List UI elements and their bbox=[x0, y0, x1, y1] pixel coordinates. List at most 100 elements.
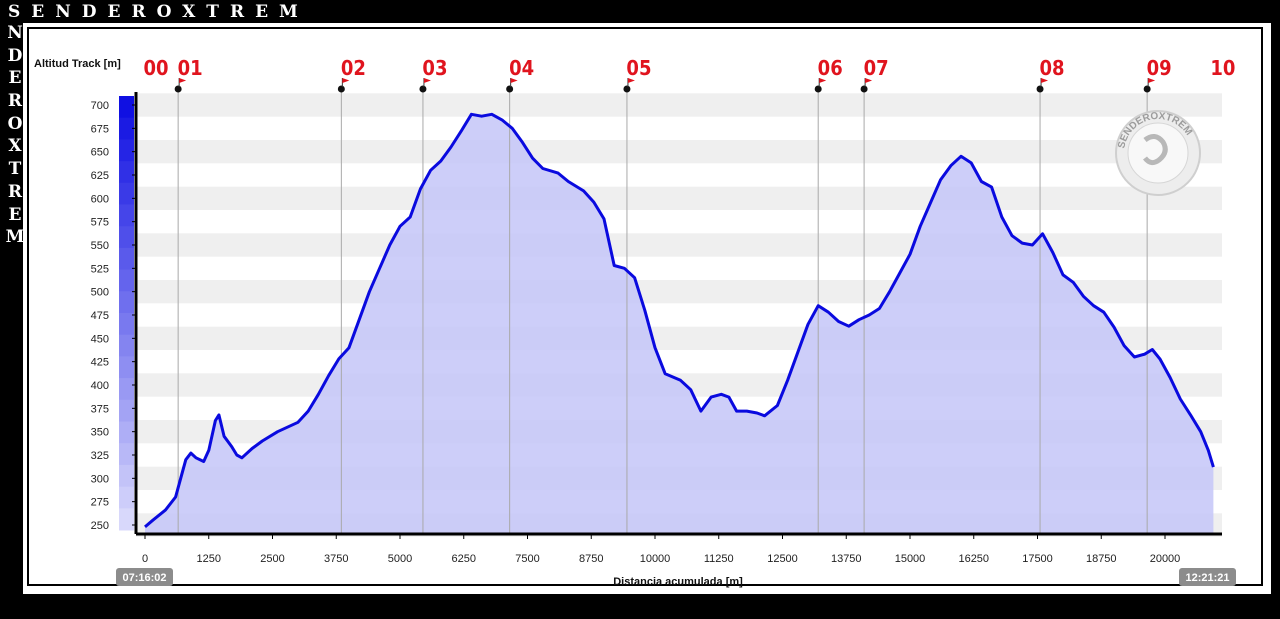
elevation-line bbox=[144, 112, 1215, 529]
x-tick-label: 7500 bbox=[515, 553, 539, 565]
waypoint-label: 08 bbox=[1040, 56, 1065, 80]
x-tick-label: 16250 bbox=[958, 553, 989, 565]
x-tick-label: 8750 bbox=[579, 553, 603, 565]
x-tick-label: 11250 bbox=[704, 553, 734, 565]
brand-letter: E bbox=[8, 204, 22, 225]
colorbar-segment bbox=[119, 269, 134, 292]
y-tick-label: 450 bbox=[91, 333, 109, 345]
y-tick-label: 275 bbox=[91, 497, 109, 509]
waypoint-label: 09 bbox=[1147, 56, 1172, 80]
waypoint-label: 05 bbox=[626, 56, 651, 80]
waypoint-dot bbox=[623, 85, 631, 93]
y-tick-label: 300 bbox=[91, 473, 109, 485]
waypoint-label: 02 bbox=[341, 56, 366, 80]
flag-icon bbox=[819, 78, 827, 83]
y-tick-label: 500 bbox=[91, 287, 109, 299]
waypoint-lines bbox=[177, 89, 1148, 534]
y-tick-label: 625 bbox=[91, 170, 109, 182]
start-time: 07:16:02 bbox=[122, 572, 166, 584]
brand-letter: R bbox=[7, 91, 23, 112]
brand-letter: M bbox=[5, 227, 25, 248]
altitude-colorbar bbox=[119, 96, 134, 531]
colorbar-segment bbox=[119, 464, 134, 488]
y-tick-label: 425 bbox=[91, 357, 109, 369]
waypoint-dot bbox=[1036, 85, 1044, 93]
waypoint-dot bbox=[860, 85, 868, 93]
colorbar-segment bbox=[119, 96, 134, 119]
x-tick-label: 20000 bbox=[1150, 553, 1181, 565]
waypoint-dot bbox=[506, 85, 514, 93]
y-ticks: 250 275 300 325 350 375 400 425 450 475 500 525 550 5… bbox=[91, 100, 136, 532]
x-tick-label: 0 bbox=[142, 553, 148, 565]
waypoint-markers: 00 01 02 03 04 05 06 07 08 09 10 bbox=[143, 56, 1235, 93]
y-tick-label: 375 bbox=[91, 403, 109, 415]
x-tick-label: 10000 bbox=[640, 553, 671, 565]
brand-letter: O bbox=[7, 113, 23, 134]
colorbar-segment bbox=[119, 378, 134, 401]
y-tick-label: 400 bbox=[91, 380, 109, 392]
waypoint-label: 07 bbox=[864, 56, 889, 80]
senderoxtrem-logo: SENDEROXTREM bbox=[1115, 110, 1201, 196]
waypoint-label: 04 bbox=[509, 56, 534, 80]
colorbar-segment bbox=[119, 508, 134, 531]
x-ticks: 0 1250 2500 3750 5000 6250 7500 8750 10000 11250 1… bbox=[142, 534, 1180, 565]
y-tick-label: 325 bbox=[91, 450, 109, 462]
x-tick-label: 18750 bbox=[1086, 553, 1117, 565]
end-time: 12:21:21 bbox=[1185, 572, 1229, 584]
x-axis-label: Distancia acumulada [m] bbox=[613, 576, 743, 588]
brand-letter: D bbox=[7, 45, 23, 66]
colorbar-segment bbox=[119, 356, 134, 379]
colorbar-segment bbox=[119, 247, 134, 271]
colorbar-segment bbox=[119, 226, 134, 249]
flag-icon bbox=[627, 78, 635, 83]
colorbar-segment bbox=[119, 399, 134, 422]
colorbar-segment bbox=[119, 204, 134, 227]
y-tick-label: 350 bbox=[91, 427, 109, 439]
axes bbox=[134, 92, 1222, 536]
x-tick-label: 17500 bbox=[1022, 553, 1053, 565]
flag-icon bbox=[865, 78, 873, 83]
y-tick-label: 525 bbox=[91, 263, 109, 275]
y-tick-label: 700 bbox=[91, 100, 109, 112]
waypoint-dot bbox=[419, 85, 427, 93]
x-tick-label: 15000 bbox=[895, 553, 926, 565]
colorbar-segment bbox=[119, 117, 134, 140]
grid-band bbox=[136, 93, 1222, 117]
y-axis-label: Altitud Track [m] bbox=[34, 58, 121, 70]
y-tick-label: 675 bbox=[91, 123, 109, 135]
flag-icon bbox=[1041, 78, 1049, 83]
brand-letter: T bbox=[8, 159, 22, 180]
elevation-area bbox=[145, 114, 1214, 535]
flag-icon bbox=[1148, 78, 1156, 83]
end-time-box: 12:21:21 bbox=[1179, 568, 1236, 586]
y-tick-label: 600 bbox=[91, 193, 109, 205]
waypoint-dot bbox=[1143, 85, 1151, 93]
brand-letter: E bbox=[8, 68, 22, 89]
y-tick-label: 650 bbox=[91, 147, 109, 159]
colorbar-segment bbox=[119, 443, 134, 466]
x-tick-label: 5000 bbox=[388, 553, 412, 565]
waypoint-label: 01 bbox=[178, 56, 203, 80]
colorbar-segment bbox=[119, 139, 134, 162]
x-tick-label: 13750 bbox=[831, 553, 862, 565]
x-tick-label: 3750 bbox=[324, 553, 348, 565]
grid-band bbox=[136, 186, 1222, 211]
colorbar-segment bbox=[119, 334, 134, 357]
y-tick-label: 475 bbox=[91, 310, 109, 322]
x-tick-label: 1250 bbox=[197, 553, 221, 565]
colorbar-segment bbox=[119, 421, 134, 444]
y-tick-label: 550 bbox=[91, 240, 109, 252]
brand-letter: R bbox=[7, 181, 23, 202]
flag-icon bbox=[179, 78, 187, 83]
colorbar-segment bbox=[119, 313, 134, 336]
x-tick-label: 12500 bbox=[767, 553, 798, 565]
brand-letter: N bbox=[7, 23, 23, 43]
waypoint-label: 00 bbox=[143, 56, 168, 80]
waypoint-dot bbox=[814, 85, 822, 93]
start-time-box: 07:16:02 bbox=[116, 568, 173, 586]
colorbar-segment bbox=[119, 161, 134, 184]
grid-band bbox=[136, 233, 1222, 257]
x-tick-label: 2500 bbox=[260, 553, 284, 565]
